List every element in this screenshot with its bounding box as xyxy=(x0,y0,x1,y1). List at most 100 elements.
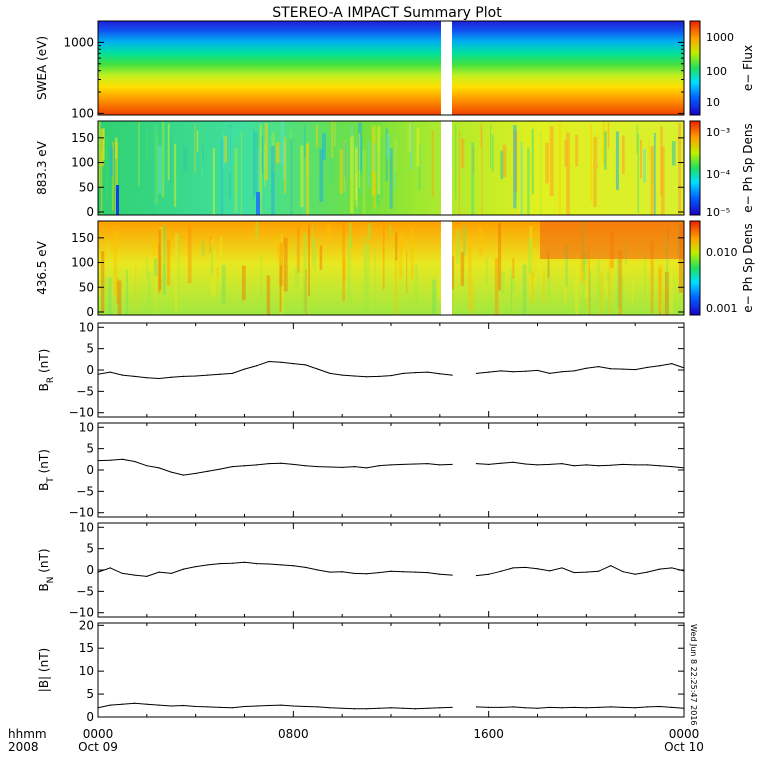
swea-spectrogram xyxy=(98,21,684,115)
pad436-streak xyxy=(312,222,314,267)
pad883-streak xyxy=(377,126,381,195)
pad436-streak xyxy=(107,242,109,288)
pad883-streak xyxy=(629,147,633,199)
swea-ylabel: SWEA (eV) xyxy=(35,36,49,100)
bn-point xyxy=(475,574,478,577)
btot-point xyxy=(597,706,600,708)
br-ytick-label: 0 xyxy=(86,363,94,377)
bt-point xyxy=(524,463,526,465)
pad436-streak xyxy=(670,255,674,313)
pad436-streak xyxy=(414,265,418,305)
pad436-streak xyxy=(660,266,663,315)
pad883-streak xyxy=(174,143,177,207)
pad436-streak xyxy=(533,251,536,279)
bn-point xyxy=(134,574,136,576)
pad883-streak xyxy=(590,123,592,202)
br-point xyxy=(536,369,539,372)
btot-point xyxy=(158,704,160,706)
bt-point xyxy=(585,464,587,466)
swea-cb-tick-100: 100 xyxy=(706,65,727,78)
pad436-streak xyxy=(241,265,246,301)
pad436-streak xyxy=(410,229,414,280)
pad436-streak xyxy=(608,236,611,315)
br-point xyxy=(658,365,661,367)
pad883-streak xyxy=(520,142,523,215)
bn-point xyxy=(658,568,661,570)
pad883-streak xyxy=(602,121,606,166)
bn-ytick-label: 10 xyxy=(79,520,94,534)
pad436-streak xyxy=(644,256,646,315)
bt-point xyxy=(256,464,258,466)
bt-ytick-label: −10 xyxy=(69,506,94,520)
bt-point xyxy=(427,462,429,465)
bt-point xyxy=(146,465,148,467)
br-point xyxy=(207,374,209,376)
br-ytick-label: −5 xyxy=(76,384,94,398)
bt-point xyxy=(109,459,111,461)
btot-point xyxy=(256,705,258,707)
pad883-ytick-label: 0 xyxy=(86,205,94,219)
pad436-streak xyxy=(463,225,466,256)
bn-ytick-label: 5 xyxy=(86,542,94,556)
timestamp: Wed Jun 8 22:25:47 2016 xyxy=(689,624,698,726)
btot-point xyxy=(341,707,343,709)
pad883-streak xyxy=(101,150,103,215)
pad436-streak xyxy=(101,251,105,313)
x-tick-hhmm: 0800 xyxy=(278,727,309,741)
btot-point xyxy=(134,702,136,704)
pad883-streak xyxy=(637,133,640,213)
pad883-streak xyxy=(524,123,526,173)
pad436-streak xyxy=(497,223,502,291)
bt-point xyxy=(243,465,246,467)
footer-hhmm-label: hhmm xyxy=(8,727,47,741)
pad436-streak xyxy=(406,250,408,294)
bn-point xyxy=(268,563,270,565)
bt-point xyxy=(268,462,270,465)
pad436-streak xyxy=(202,241,205,257)
pad436-streak xyxy=(563,254,566,305)
btot-series-line xyxy=(476,705,685,709)
pad883-streak xyxy=(157,145,162,194)
br-point xyxy=(97,373,99,375)
pad883-streak xyxy=(430,143,432,203)
bt-point xyxy=(317,465,319,468)
btot-point xyxy=(146,703,148,705)
pad883-streak xyxy=(593,137,597,208)
bn-point xyxy=(97,571,99,573)
pad436-streak xyxy=(281,232,283,245)
pad883-streak xyxy=(418,144,421,191)
btot-point xyxy=(512,706,514,708)
bn-point xyxy=(341,571,343,573)
pad436-streak xyxy=(664,271,669,315)
pad883-streak xyxy=(490,124,492,168)
pad436-streak xyxy=(152,239,157,256)
bt-point xyxy=(597,465,600,467)
pad883-streak xyxy=(106,137,108,204)
pad883-ytick-label: 150 xyxy=(71,131,94,145)
btot-point xyxy=(121,703,124,705)
br-point xyxy=(341,374,343,376)
bt-point xyxy=(634,464,636,466)
pad883-streak xyxy=(636,125,638,154)
pad436-streak xyxy=(529,225,533,297)
bt-point xyxy=(134,460,136,463)
pad436-streak xyxy=(209,235,212,253)
btot-point xyxy=(268,704,270,707)
bt-point xyxy=(671,465,673,468)
pad883-streak xyxy=(607,122,610,149)
swea-cb-tick-1000: 1000 xyxy=(706,31,734,44)
pad883-streak xyxy=(343,140,345,193)
br-point xyxy=(365,376,368,378)
bn-point xyxy=(585,571,587,573)
pad883-streak xyxy=(253,129,255,199)
pad883-streak xyxy=(240,131,242,215)
bn-ytick-label: −10 xyxy=(69,606,94,620)
pad883-streak xyxy=(540,131,542,215)
pad883-streak xyxy=(319,148,324,203)
pad436-streak xyxy=(166,239,171,286)
pad436-streak xyxy=(500,271,505,294)
pad883-streak xyxy=(282,143,286,180)
pad436-streak xyxy=(617,259,621,308)
pad436-streak xyxy=(296,226,300,273)
pad883-streak xyxy=(367,141,371,188)
